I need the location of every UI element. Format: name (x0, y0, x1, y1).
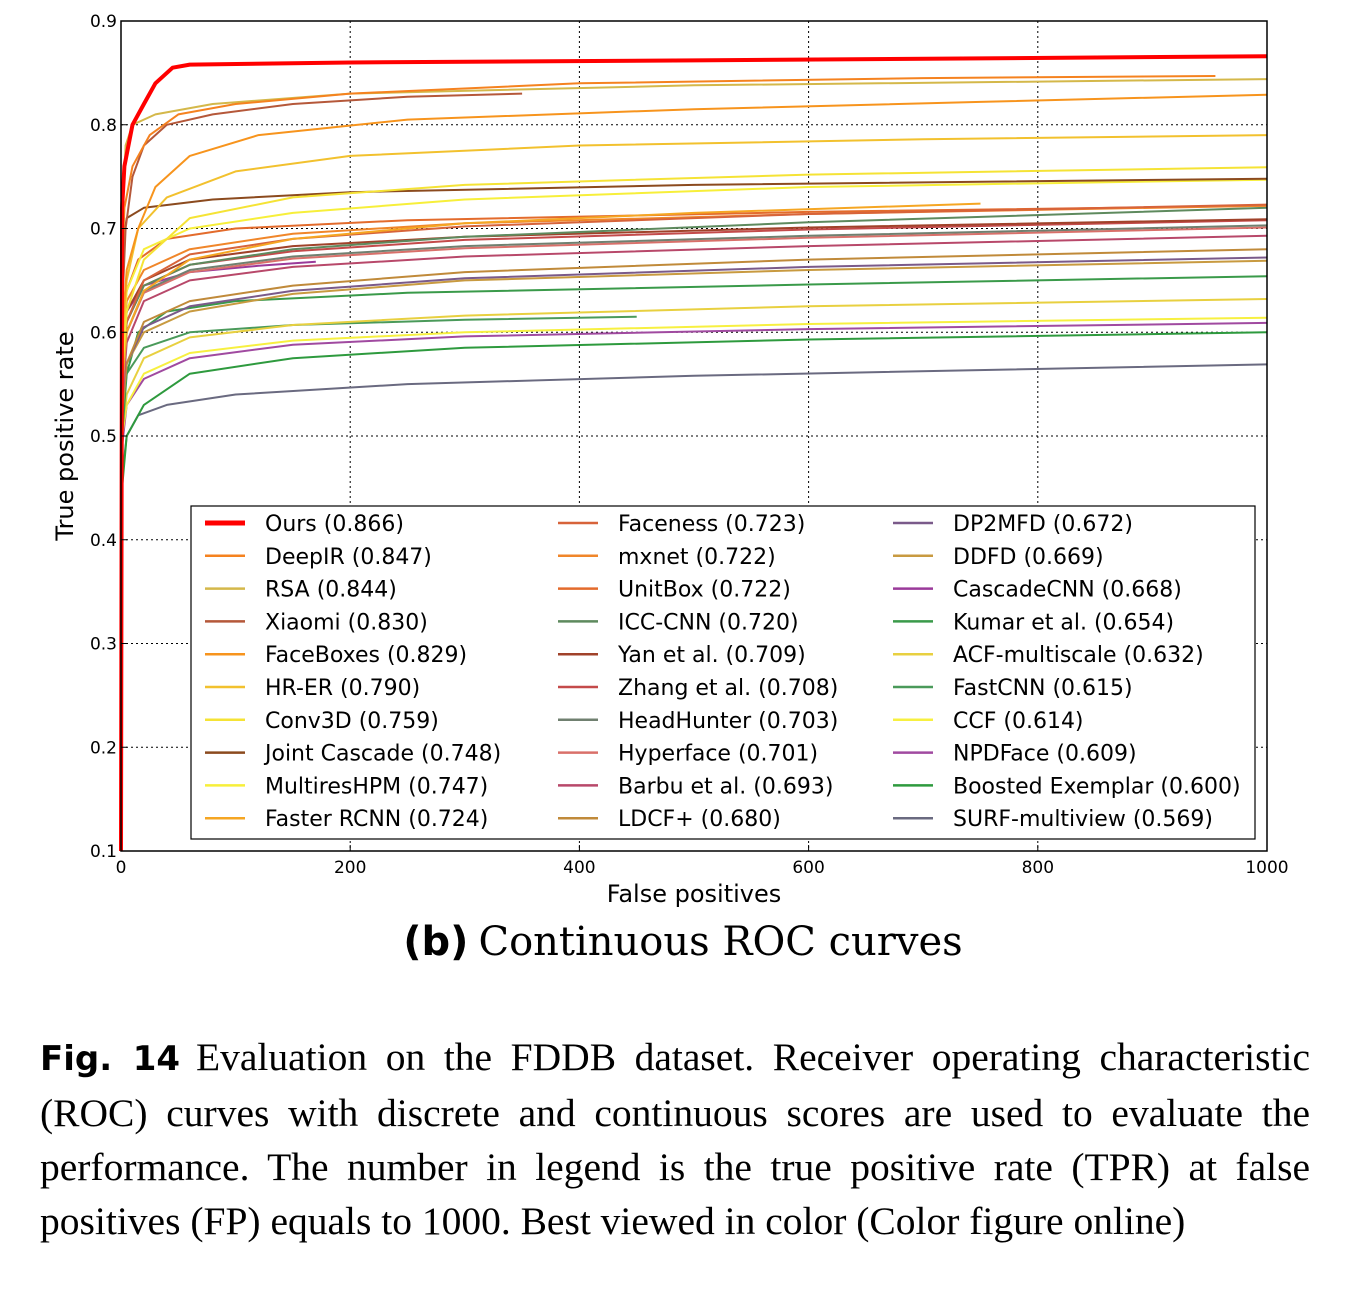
axis-ticks: 0 200 400 600 800 1000 0.1 0.2 0.3 0.4 0.5 0.6 0.7 0.… (90, 12, 1289, 878)
x-tick-label: 0 (116, 858, 127, 878)
legend-label: Joint Cascade (0.748) (263, 742, 501, 767)
legend-label: Hyperface (0.701) (618, 742, 818, 767)
legend-box (190, 505, 1256, 840)
y-tick-label: 0.5 (90, 427, 117, 447)
y-tick-label: 0.7 (90, 220, 117, 240)
legend: Ours (0.866) DeepIR (0.847) RSA (0.844) Xia… (190, 505, 1256, 840)
legend-label: Kumar et al. (0.654) (953, 610, 1174, 635)
legend-label: Boosted Exemplar (0.600) (953, 774, 1241, 799)
y-tick-label: 0.6 (90, 323, 117, 343)
x-tick-label: 600 (792, 858, 824, 878)
legend-label: Xiaomi (0.830) (265, 610, 428, 635)
series-line (120, 134, 1268, 852)
legend-label: FastCNN (0.615) (953, 676, 1133, 701)
legend-label: NPDFace (0.609) (953, 742, 1137, 767)
y-tick-label: 0.9 (90, 12, 117, 32)
legend-label: DeepIR (0.847) (265, 545, 432, 570)
y-tick-label: 0.8 (90, 116, 117, 136)
x-tick-label: 1000 (1245, 858, 1288, 878)
x-axis-label: False positives (607, 880, 782, 908)
legend-label: DDFD (0.669) (953, 545, 1104, 570)
legend-label: Faceness (0.723) (618, 512, 805, 537)
roc-chart: Ours (0.866) DeepIR (0.847) RSA (0.844) Xia… (51, 12, 1289, 908)
caption-text: Evaluation on the FDDB dataset. Receiver… (40, 1035, 1310, 1243)
legend-label: Ours (0.866) (265, 512, 404, 537)
legend-label: mxnet (0.722) (618, 545, 776, 570)
legend-label: SURF-multiview (0.569) (953, 807, 1213, 832)
series-line (119, 54, 1268, 852)
legend-label: Faster RCNN (0.724) (265, 807, 488, 832)
figure-caption: Fig. 14 Evaluation on the FDDB dataset. R… (40, 1030, 1310, 1248)
legend-label: UnitBox (0.722) (618, 578, 791, 603)
x-tick-label: 400 (563, 858, 595, 878)
legend-label: FaceBoxes (0.829) (265, 643, 467, 668)
x-tick-label: 200 (334, 858, 366, 878)
y-tick-label: 0.2 (90, 738, 117, 758)
legend-label: Barbu et al. (0.693) (618, 774, 833, 799)
legend-label: MultiresHPM (0.747) (265, 774, 488, 799)
legend-label: Yan et al. (0.709) (617, 643, 806, 668)
legend-label: DP2MFD (0.672) (953, 512, 1133, 537)
y-tick-label: 0.1 (90, 842, 117, 862)
figure-label: Fig. 14 (40, 1039, 181, 1079)
series-line (120, 93, 1268, 852)
series-lines (119, 54, 1268, 852)
legend-label: HR-ER (0.790) (265, 676, 420, 701)
legend-label: Zhang et al. (0.708) (618, 676, 838, 701)
y-tick-label: 0.4 (90, 531, 117, 551)
subfigure-caption: (b) Continuous ROC curves (0, 918, 1366, 965)
x-tick-label: 800 (1022, 858, 1054, 878)
y-tick-label: 0.3 (90, 635, 117, 655)
legend-label: HeadHunter (0.703) (618, 709, 838, 734)
legend-label: RSA (0.844) (265, 578, 397, 603)
legend-label: CCF (0.614) (953, 709, 1084, 734)
legend-label: ICC-CNN (0.720) (618, 610, 799, 635)
legend-label: Conv3D (0.759) (265, 709, 439, 734)
legend-label: CascadeCNN (0.668) (953, 578, 1182, 603)
y-axis-label: True positive rate (51, 331, 79, 541)
subfigure-letter: (b) (403, 919, 469, 965)
chart-title: Continuous ROC curves (478, 919, 963, 965)
legend-label: ACF-multiscale (0.632) (953, 643, 1204, 668)
legend-label: LDCF+ (0.680) (618, 807, 781, 832)
